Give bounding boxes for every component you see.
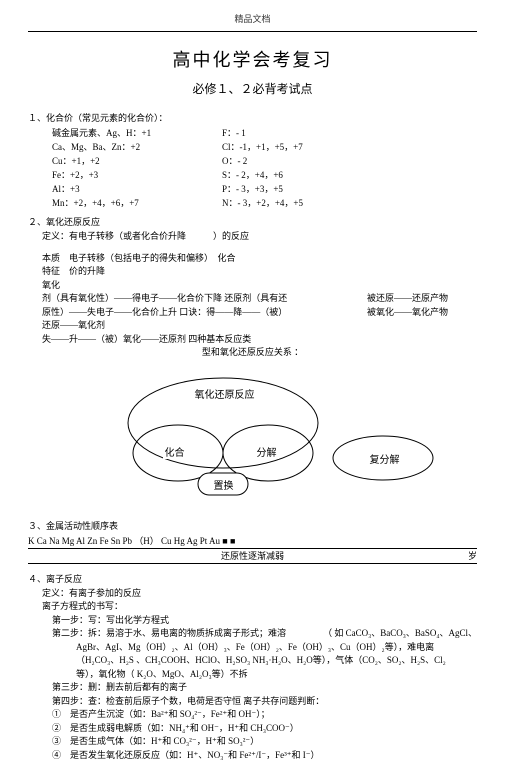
- valence-l-3: Fe：+2，+3: [52, 168, 222, 181]
- sec2-l6: 还原——氧化剂: [42, 319, 477, 333]
- venn-diagram: 氧化还原反应 化合 分解 置换 复分解: [63, 368, 443, 513]
- step1: 第一步：写：写出化学方程式: [52, 614, 477, 628]
- sec2-l1: 本质 电子转移（包括电子的得失和偏移） 化合: [42, 252, 477, 266]
- step2b: AgBr、AgI、Mg（OH）₂、Al（OH）₃、Fe（OH）₂、Fe（OH）₃…: [76, 641, 477, 655]
- valence-r-2: O：- 2: [222, 154, 477, 167]
- sec2-l3: 氧化: [42, 279, 477, 293]
- sec4-sub: 离子方程式的书写：: [42, 600, 477, 614]
- sec2-l5r: 被氧化——氧化产物: [367, 306, 477, 320]
- step2d: 等），氧化物（ K₂O、MgO、Al₂O₃等）不拆: [76, 668, 477, 682]
- sec2-l4r: 被还原——还原产物: [367, 292, 477, 306]
- sec3-arrow-l: [28, 549, 37, 562]
- valence-r-0: F：- 1: [222, 126, 477, 139]
- title-main: 高中化学会考复习: [28, 46, 477, 72]
- venn-right: 分解: [255, 444, 279, 459]
- valence-r-3: S：- 2，+4，+6: [222, 168, 477, 181]
- step4: 第四步：查：检查前后原子个数，电荷是否守恒 离子共存问题判断：: [52, 695, 477, 709]
- sec2-heading: ２、氧化还原反应: [28, 215, 477, 228]
- sec2-l2: 特征 价的升降: [42, 265, 477, 279]
- sec2-l5: 原性）——失电子——化合价上升 口诀：得——降——（被）: [42, 306, 353, 320]
- sec2-def: 定义：有电子转移（或者化合价升降 ）的反应: [42, 230, 477, 244]
- sec1-heading: １、化合价（常见元素的化合价）：: [28, 111, 477, 124]
- valence-r-4: P：- 3，+3，+5: [222, 182, 477, 195]
- sec4-heading: ４、离子反应: [28, 572, 477, 585]
- sec3-row: K Ca Na Mg Al Zn Fe Sn Pb （H） Cu Hg Ag P…: [28, 534, 477, 549]
- valence-l-2: Cu：+1，+2: [52, 154, 222, 167]
- sec3-arrow-r: 岁: [468, 549, 477, 562]
- sec3-heading: ３、金属活动性顺序表: [28, 519, 477, 532]
- valence-l-1: Ca、Mg、Ba、Zn：+2: [52, 140, 222, 153]
- sec2-l4: 剂（具有氧化性）——得电子——化合价下降 还原剂（具有还: [42, 292, 353, 306]
- valence-l-0: 碱金属元素、Ag、H：+1: [52, 126, 222, 139]
- c2: ② 是否生成弱电解质（如：NH₄⁺和 OH⁻，H⁺和 CH₃COO⁻）: [52, 722, 477, 736]
- valence-r-5: N：- 3，+2，+4，+5: [222, 196, 477, 209]
- valence-l-4: Al：+3: [52, 182, 222, 195]
- valence-table: 碱金属元素、Ag、H：+1F：- 1 Ca、Mg、Ba、Zn：+2Cl：-1，+…: [52, 126, 477, 209]
- sec2-l8: 型和氧化还原反应关系 ：: [28, 346, 477, 360]
- step3: 第三步：删：删去前后都有的离子: [52, 681, 477, 695]
- venn-outer: 氧化还原反应: [193, 386, 257, 401]
- step2a-r: （ 如 CaCO₃、BaCO₃、BaSO₄、AgCl、: [323, 627, 477, 641]
- sec3-arrow-mid: 还原性逐渐减弱: [221, 549, 284, 562]
- step2a: 第二步：拆：易溶于水、易电离的物质拆成离子形式；难溶: [52, 627, 323, 641]
- venn-far: 复分解: [368, 451, 402, 466]
- sec4-def: 定义：有离子参加的反应: [42, 587, 477, 601]
- sec2-l7: 失——升——（被）氧化——还原剂 四种基本反应类: [42, 333, 477, 347]
- title-sub: 必修１、２必背考试点: [28, 80, 477, 97]
- step2c: （H₂CO₃、H₂S 、CH₃COOH、HClO、H₂SO₃ NH₃·H₂O、H…: [76, 654, 477, 668]
- venn-bottom: 置换: [212, 477, 236, 492]
- c3: ③ 是否生成气体（如：H⁺和 CO₃²⁻，H⁺和 SO₃²⁻）: [52, 735, 477, 749]
- sec3-arrow: 还原性逐渐减弱 岁: [28, 549, 477, 562]
- valence-r-1: Cl：-1，+1，+5，+7: [222, 140, 477, 153]
- valence-l-5: Mn：+2，+4，+6，+7: [52, 196, 222, 209]
- c4: ④ 是否发生氧化还原反应（如：H⁺、NO₃⁻和 Fe²⁺/I⁻，Fe³⁺和 I⁻…: [52, 749, 477, 763]
- page-header: 精品文档: [28, 12, 477, 32]
- venn-left: 化合: [163, 444, 187, 459]
